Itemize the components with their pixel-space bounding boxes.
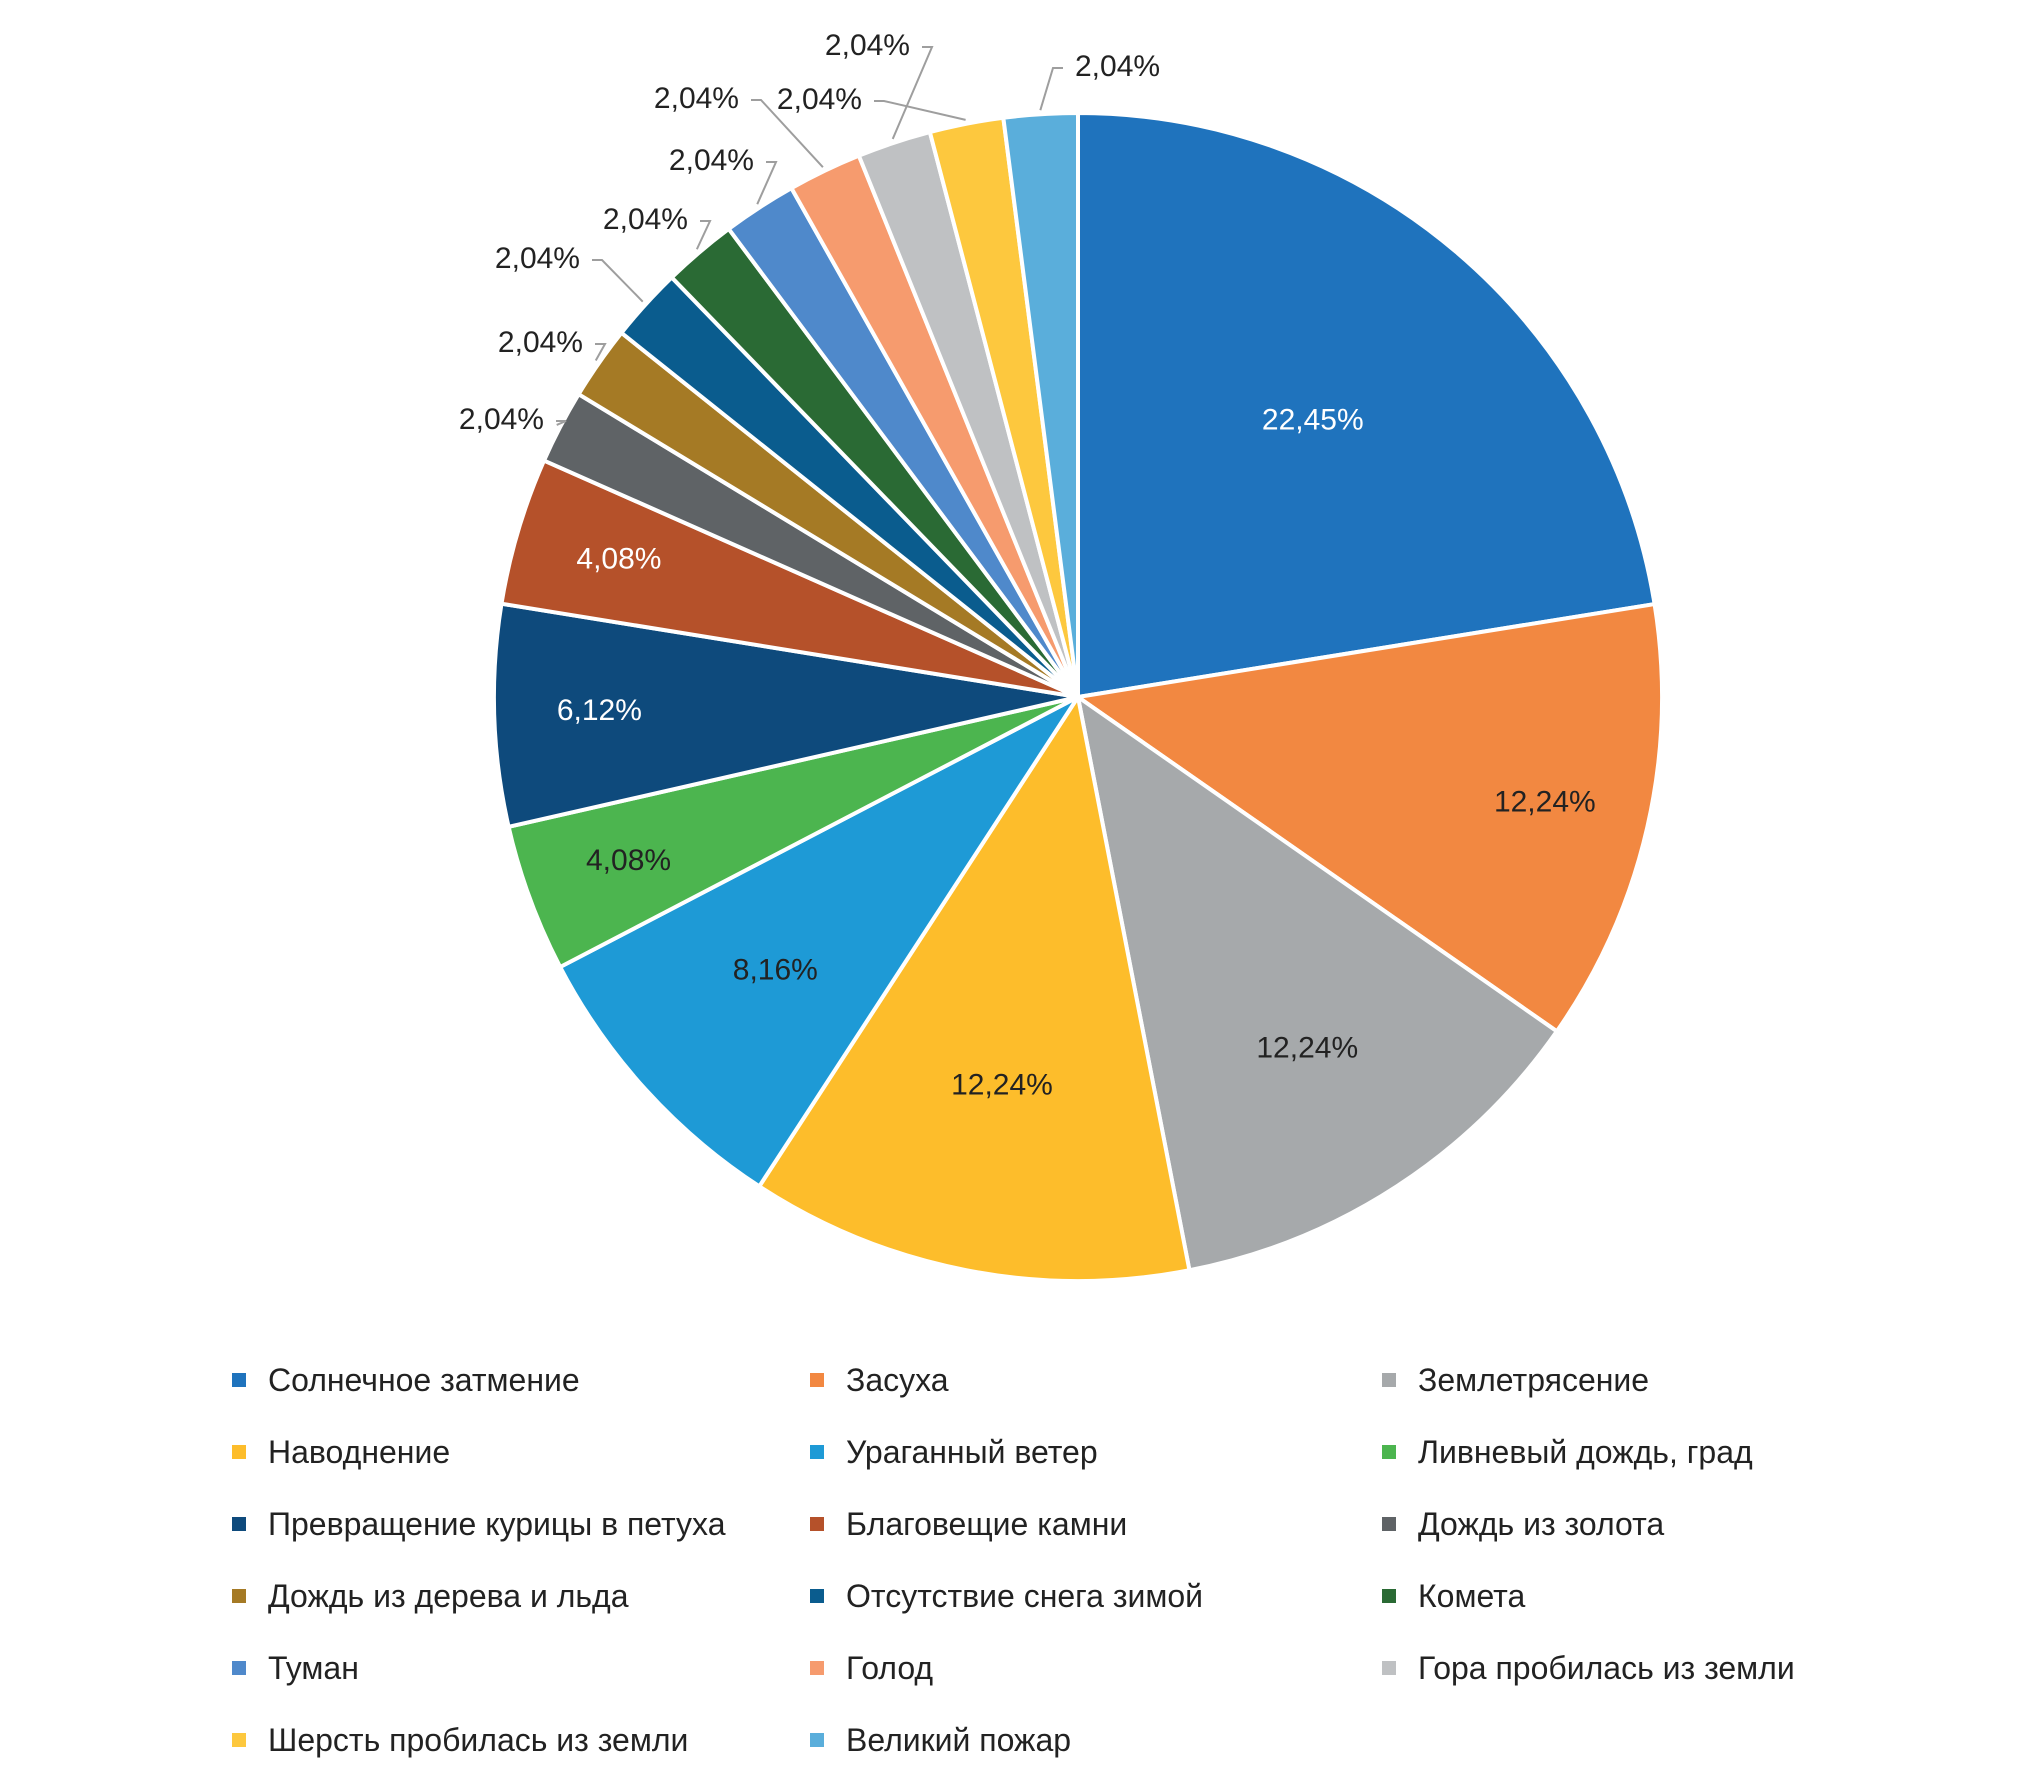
legend-swatch <box>810 1517 824 1531</box>
legend-item-дождь-из-золота: Дождь из золота <box>1382 1502 1664 1546</box>
legend-label: Дождь из дерева и льда <box>268 1577 629 1614</box>
legend-label: Голод <box>846 1649 934 1686</box>
leader-line-10 <box>594 343 607 362</box>
slice-value-label-10: 2,04% <box>498 326 583 359</box>
legend-item-гора-пробилась-из-земли: Гора пробилась из земли <box>1382 1646 1795 1690</box>
slice-value-label-11: 2,04% <box>495 242 580 275</box>
legend-label: Туман <box>268 1649 359 1686</box>
legend-label: Комета <box>1418 1577 1526 1614</box>
leader-line-11 <box>592 259 644 303</box>
slice-value-label-6: 4,08% <box>586 844 671 877</box>
legend-label: Дождь из золота <box>1418 1505 1665 1542</box>
slice-value-label-7: 6,12% <box>557 694 642 727</box>
slice-value-label-2: 12,24% <box>1494 786 1596 819</box>
legend-label: Солнечное затмение <box>268 1361 580 1398</box>
legend-swatch <box>1382 1517 1396 1531</box>
leader-line-14 <box>751 99 824 168</box>
slice-value-label-15: 2,04% <box>825 29 910 62</box>
leader-line-17 <box>1039 67 1063 111</box>
legend-item-землетрясение: Землетрясение <box>1382 1358 1649 1402</box>
legend-item-комета: Комета <box>1382 1574 1525 1618</box>
legend-item-шерсть-пробилась-из-земли: Шерсть пробилась из земли <box>232 1718 688 1762</box>
legend-item-солнечное-затмение: Солнечное затмение <box>232 1358 580 1402</box>
pie-slice-3 <box>1076 695 1559 1273</box>
legend-swatch <box>232 1373 246 1387</box>
legend-swatch <box>232 1445 246 1459</box>
legend-swatch <box>232 1589 246 1603</box>
legend-swatch <box>232 1661 246 1675</box>
legend-label: Гора пробилась из земли <box>1418 1649 1795 1686</box>
legend-swatch <box>1382 1589 1396 1603</box>
legend-item-туман: Туман <box>232 1646 359 1690</box>
legend-item-отсутствие-снега-зимой: Отсутствие снега зимой <box>810 1574 1203 1618</box>
legend-swatch <box>232 1517 246 1531</box>
legend-item-дождь-из-дерева-и-льда: Дождь из дерева и льда <box>232 1574 629 1618</box>
legend-label: Великий пожар <box>846 1721 1072 1758</box>
pie-slice-17 <box>1001 111 1080 699</box>
legend-item-наводнение: Наводнение <box>232 1430 450 1474</box>
pie-slice-5 <box>558 695 1080 1189</box>
leader-line-9 <box>556 420 567 426</box>
slice-value-label-3: 12,24% <box>1256 1031 1358 1064</box>
pie-slice-4 <box>757 695 1192 1283</box>
legend-item-великий-пожар: Великий пожар <box>810 1718 1071 1762</box>
slice-value-label-1: 22,45% <box>1262 403 1364 436</box>
legend-item-засуха: Засуха <box>810 1358 949 1402</box>
leader-line-16 <box>874 100 966 121</box>
slice-value-label-12: 2,04% <box>603 203 688 236</box>
slice-value-label-17: 2,04% <box>1075 50 1160 83</box>
slice-value-label-4: 12,24% <box>951 1069 1053 1102</box>
legend-swatch <box>232 1733 246 1747</box>
slice-value-label-16: 2,04% <box>777 83 862 116</box>
slice-value-label-9: 2,04% <box>459 403 544 436</box>
legend-item-голод: Голод <box>810 1646 933 1690</box>
legend-swatch <box>810 1373 824 1387</box>
legend-label: Наводнение <box>268 1433 451 1470</box>
pie-slice-7 <box>492 601 1080 829</box>
legend-item-ураганный-ветер: Ураганный ветер <box>810 1430 1098 1474</box>
legend-label: Отсутствие снега зимой <box>846 1577 1204 1614</box>
leader-line-13 <box>756 161 778 205</box>
legend-label: Ураганный ветер <box>846 1433 1098 1470</box>
legend-swatch <box>810 1589 824 1603</box>
legend-swatch <box>810 1661 824 1675</box>
slice-value-label-14: 2,04% <box>654 82 739 115</box>
pie-slice-1 <box>1076 111 1657 699</box>
legend-label: Ливневый дождь, град <box>1418 1433 1753 1470</box>
legend-swatch <box>1382 1445 1396 1459</box>
legend-swatch <box>1382 1373 1396 1387</box>
legend-label: Превращение курицы в петуха <box>268 1505 726 1542</box>
leader-line-15 <box>891 46 934 140</box>
legend-item-превращение-курицы-в-петуха: Превращение курицы в петуха <box>232 1502 725 1546</box>
legend-label: Шерсть пробилась из земли <box>268 1721 689 1758</box>
legend-swatch <box>810 1733 824 1747</box>
slice-value-label-13: 2,04% <box>669 144 754 177</box>
legend-item-благовещие-камни: Благовещие камни <box>810 1502 1127 1546</box>
pie-chart: 22,45% 12,24% 12,24% 12,24% 8,16% 4,08% 6,12% 4… <box>459 29 1664 1283</box>
slice-value-label-8: 4,08% <box>576 543 661 576</box>
legend-item-ливневый-дождь-град: Ливневый дождь, град <box>1382 1430 1753 1474</box>
slice-value-label-5: 8,16% <box>733 954 818 987</box>
pie-slice-2 <box>1076 602 1664 1034</box>
legend-swatch <box>1382 1661 1396 1675</box>
legend-label: Благовещие камни <box>846 1505 1128 1542</box>
legend-swatch <box>810 1445 824 1459</box>
legend-label: Засуха <box>846 1361 949 1398</box>
legend-label: Землетрясение <box>1418 1361 1650 1398</box>
leader-line-12 <box>695 220 712 250</box>
